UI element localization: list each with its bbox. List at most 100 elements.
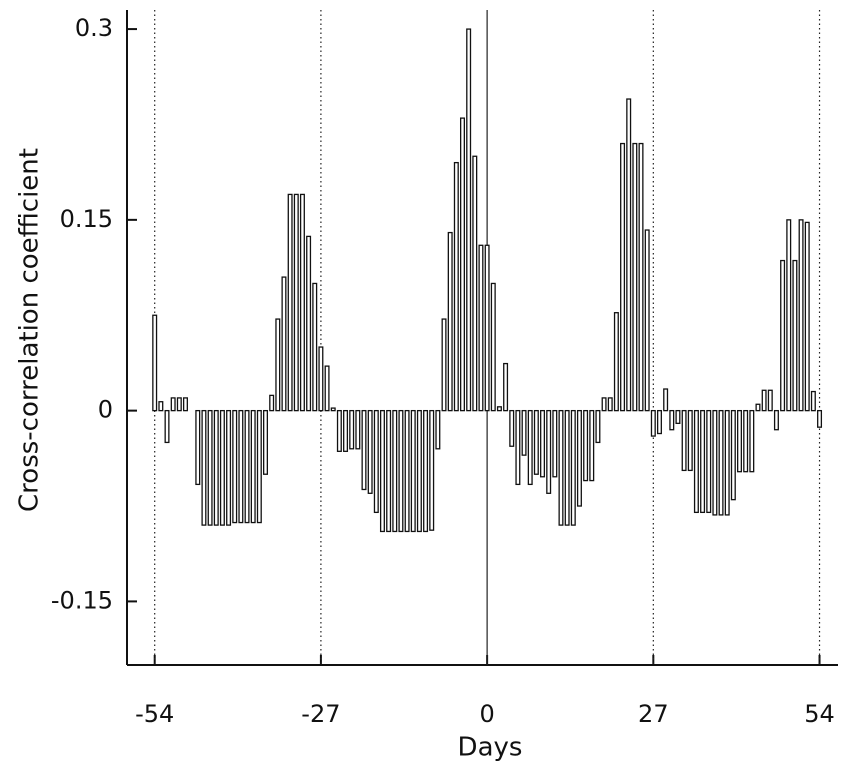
bar (773, 409, 779, 431)
bar (478, 244, 484, 412)
bar (176, 397, 182, 412)
x-tick-label: 0 (479, 700, 494, 728)
bar (152, 314, 158, 412)
bar (798, 219, 804, 412)
bar (158, 401, 164, 412)
bar (293, 193, 299, 412)
x-tick-label: 27 (638, 700, 669, 728)
bar (804, 221, 810, 412)
bar (761, 389, 767, 412)
bar (287, 193, 293, 412)
bar (644, 229, 650, 412)
bar (416, 409, 422, 533)
bar (299, 193, 305, 412)
bar (540, 409, 546, 478)
bar (182, 397, 188, 412)
bar (355, 409, 361, 450)
bar (392, 409, 398, 533)
bar (700, 409, 706, 514)
bar (459, 117, 465, 412)
bar (318, 346, 324, 412)
bar (558, 409, 564, 526)
bar (404, 409, 410, 533)
bar (238, 409, 244, 524)
bar (681, 409, 687, 472)
bar (817, 409, 823, 428)
bar (718, 409, 724, 516)
bar (583, 409, 589, 482)
bar (724, 409, 730, 516)
x-tick-label: -27 (301, 700, 340, 728)
bar (447, 231, 453, 412)
bar (484, 244, 490, 412)
bar (195, 409, 201, 486)
bar (767, 389, 773, 412)
bar (786, 219, 792, 412)
bar (429, 409, 435, 531)
bar (632, 142, 638, 412)
bar (515, 409, 521, 486)
bar (435, 409, 441, 450)
bar (398, 409, 404, 533)
bar (601, 397, 607, 412)
x-tick-label: 54 (804, 700, 835, 728)
bar (410, 409, 416, 533)
bar (552, 409, 558, 478)
bar (626, 98, 632, 412)
bar (576, 409, 582, 507)
bar (509, 409, 515, 447)
bar (250, 409, 256, 524)
bar (595, 409, 601, 444)
bar (737, 409, 743, 473)
bar (607, 397, 613, 412)
bar (170, 397, 176, 412)
y-tick-label: 0 (98, 396, 113, 424)
bar (226, 409, 232, 526)
bar (453, 161, 459, 412)
bar (496, 406, 502, 412)
bar (330, 407, 336, 412)
bar (213, 409, 219, 526)
bar (780, 259, 786, 412)
bar (675, 409, 681, 424)
bar (275, 318, 281, 412)
bar (336, 409, 342, 452)
bar (810, 390, 816, 412)
bar (367, 409, 373, 494)
bar (533, 409, 539, 475)
bar (620, 142, 626, 412)
x-axis-label: Days (458, 733, 523, 763)
bar (281, 276, 287, 412)
bar (379, 409, 385, 533)
bar (232, 409, 238, 524)
bar (663, 388, 669, 412)
bar (712, 409, 718, 516)
bar (441, 318, 447, 412)
bar (343, 409, 349, 452)
bar (472, 155, 478, 412)
bar (219, 409, 225, 526)
bar (743, 409, 749, 473)
bar (263, 409, 269, 475)
bar (503, 362, 509, 412)
bar (349, 409, 355, 450)
bar (466, 28, 472, 412)
bar (386, 409, 392, 533)
bar (638, 142, 644, 412)
y-tick-label: 0.15 (60, 205, 113, 233)
bar (207, 409, 213, 526)
bar (613, 312, 619, 412)
bar (687, 409, 693, 472)
bar (730, 409, 736, 501)
y-tick-label: 0.3 (75, 14, 113, 42)
bar (269, 394, 275, 412)
y-axis-label: Cross-correlation coefficient (15, 148, 45, 512)
bar (324, 365, 330, 412)
bar (749, 409, 755, 473)
bar (306, 235, 312, 412)
bar (423, 409, 429, 533)
bar (669, 409, 675, 431)
bar (706, 409, 712, 514)
bar (570, 409, 576, 526)
